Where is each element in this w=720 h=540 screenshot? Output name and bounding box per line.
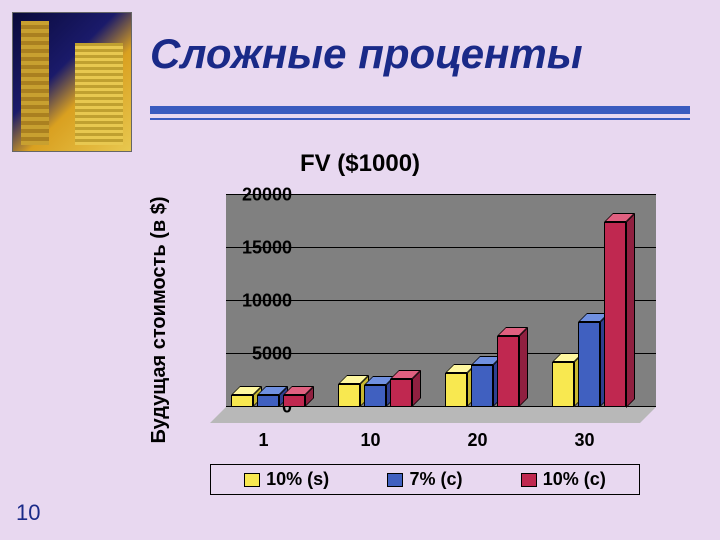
x-tick-label: 30 xyxy=(574,430,594,451)
corner-photo xyxy=(12,12,132,152)
bar xyxy=(604,222,626,408)
bar xyxy=(552,362,574,407)
chart-floor xyxy=(210,407,656,423)
bar xyxy=(231,395,253,407)
bar xyxy=(257,395,279,407)
x-tick-label: 1 xyxy=(258,430,268,451)
x-tick-label: 10 xyxy=(360,430,380,451)
slide-title: Сложные проценты xyxy=(150,30,583,78)
legend-swatch xyxy=(244,473,260,487)
y-tick-label: 5000 xyxy=(252,344,292,365)
bar xyxy=(497,336,519,407)
legend-swatch xyxy=(387,473,403,487)
legend-label: 10% (s) xyxy=(266,469,329,490)
bar xyxy=(578,322,600,407)
title-underline xyxy=(150,106,690,120)
bar xyxy=(283,395,305,407)
legend-item: 10% (c) xyxy=(521,469,606,490)
bar xyxy=(471,365,493,407)
legend-label: 7% (c) xyxy=(409,469,462,490)
legend: 10% (s) 7% (c) 10% (c) xyxy=(210,464,640,495)
plot-area: 05000100001500020000 xyxy=(210,195,640,423)
legend-item: 10% (s) xyxy=(244,469,329,490)
x-tick-label: 20 xyxy=(467,430,487,451)
fv-bar-chart: 05000100001500020000 10% (s)7% (c)10% (c… xyxy=(120,195,680,495)
y-tick-label: 10000 xyxy=(242,291,292,312)
y-tick-label: 15000 xyxy=(242,238,292,259)
y-tick-label: 20000 xyxy=(242,185,292,206)
legend-label: 10% (c) xyxy=(543,469,606,490)
legend-item: 7% (c) xyxy=(387,469,462,490)
bar xyxy=(338,384,360,407)
page-number: 10 xyxy=(16,500,40,526)
chart-title: FV ($1000) xyxy=(0,150,720,178)
legend-swatch xyxy=(521,473,537,487)
bar xyxy=(390,379,412,407)
bar xyxy=(364,385,386,407)
bar xyxy=(445,373,467,407)
